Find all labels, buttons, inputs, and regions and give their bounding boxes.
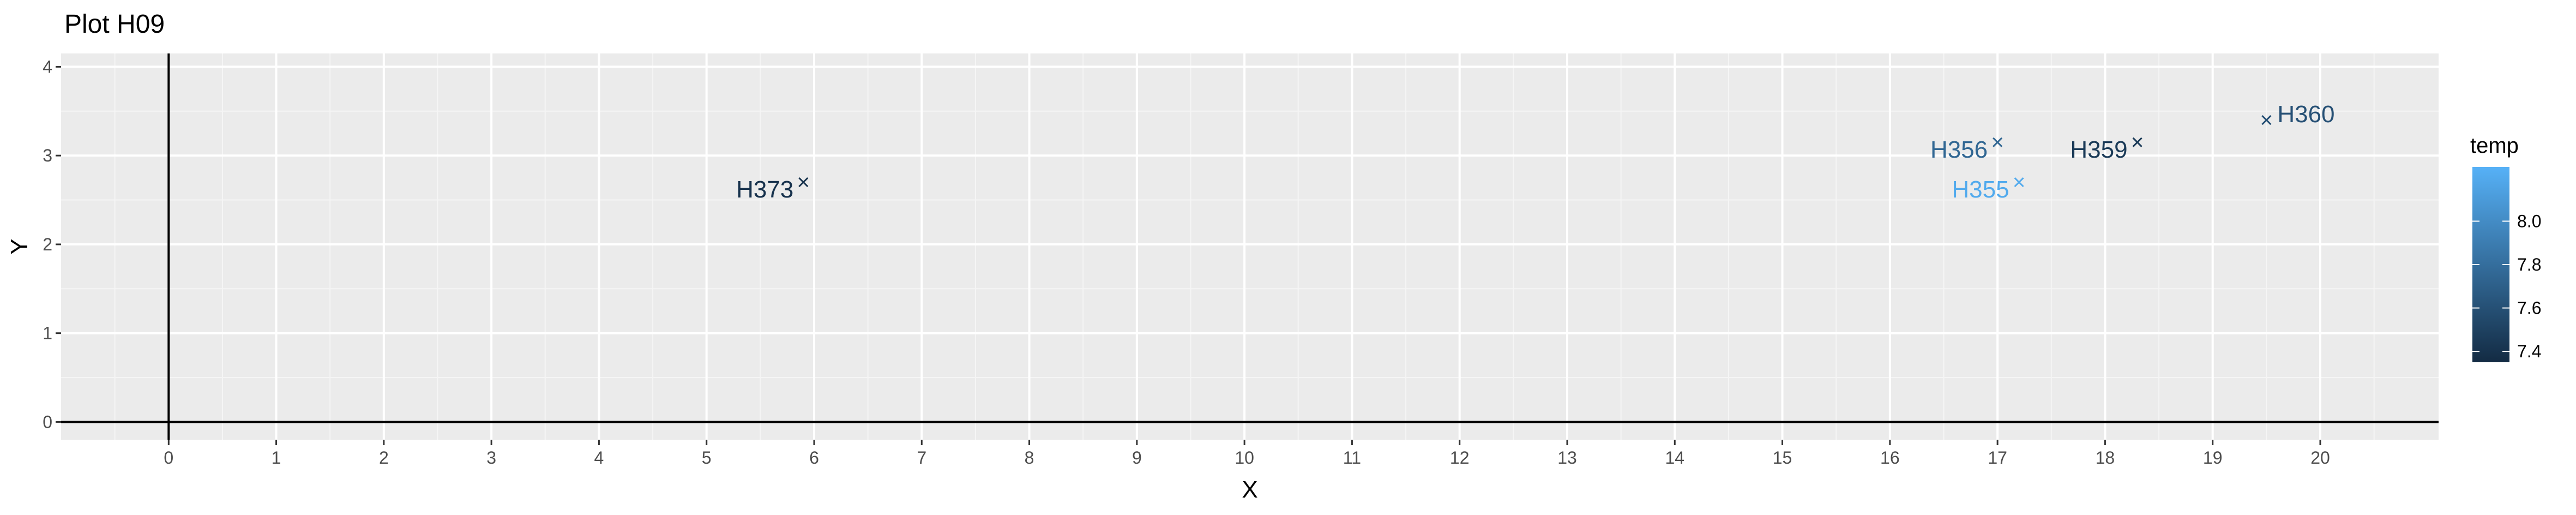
- data-points: H373 H356 H355 H359 H360: [736, 101, 2334, 203]
- legend-title: temp: [2470, 134, 2519, 158]
- x-tick-label: 11: [1343, 448, 1361, 468]
- legend-tick-label: 8.0: [2517, 211, 2541, 231]
- legend: temp 7.4 7.6 7.8 8.0: [2470, 134, 2541, 362]
- y-tick-label: 4: [43, 57, 52, 76]
- plot-panel: [61, 53, 2439, 440]
- point-label-h355: H355: [1952, 176, 2009, 203]
- x-tick-label: 15: [1773, 448, 1792, 468]
- x-tick-label: 16: [1880, 448, 1900, 468]
- x-tick-label: 4: [594, 448, 604, 468]
- point-label-h360: H360: [2277, 101, 2334, 128]
- x-axis: 0 1 2 3 4 5 6 7 8 9 10 11 12 13 14 15 16 17 18 19 20: [164, 440, 2330, 468]
- x-tick-label: 2: [379, 448, 389, 468]
- legend-tick-label: 7.6: [2517, 298, 2541, 318]
- legend-ticks: 7.4 7.6 7.8 8.0: [2472, 211, 2541, 361]
- x-tick-label: 1: [272, 448, 281, 468]
- x-tick-label: 18: [2096, 448, 2115, 468]
- chart-title: Plot H09: [64, 10, 165, 39]
- x-tick-label: 13: [1557, 448, 1577, 468]
- x-tick-label: 19: [2203, 448, 2223, 468]
- x-tick-label: 6: [809, 448, 819, 468]
- grid-minor: [61, 53, 2439, 440]
- y-tick-label: 2: [43, 235, 52, 254]
- point-marker-h356: [1993, 137, 2003, 147]
- point-label-h373: H373: [736, 176, 793, 203]
- point-marker-h359: [2132, 137, 2142, 147]
- y-tick-label: 1: [43, 324, 52, 343]
- y-tick-label: 3: [43, 146, 52, 165]
- y-tick-label: 0: [43, 412, 52, 432]
- y-axis-title: Y: [6, 238, 33, 254]
- y-axis: 0 1 2 3 4: [43, 57, 61, 432]
- x-tick-label: 0: [164, 448, 173, 468]
- legend-tick-label: 7.8: [2517, 255, 2541, 274]
- x-tick-label: 5: [702, 448, 712, 468]
- x-tick-label: 8: [1025, 448, 1034, 468]
- point-marker-h373: [798, 177, 809, 188]
- x-tick-label: 3: [486, 448, 496, 468]
- x-tick-label: 12: [1450, 448, 1470, 468]
- point-marker-h355: [2014, 177, 2024, 188]
- x-tick-label: 17: [1988, 448, 2007, 468]
- point-label-h356: H356: [1930, 136, 1988, 163]
- reference-lines: [61, 53, 2439, 440]
- x-tick-label: 14: [1665, 448, 1684, 468]
- legend-tick-label: 7.4: [2517, 342, 2541, 361]
- x-axis-title: X: [1242, 476, 1257, 503]
- point-label-h359: H359: [2070, 136, 2127, 163]
- point-marker-h360: [2261, 115, 2272, 125]
- x-tick-label: 9: [1132, 448, 1142, 468]
- x-tick-label: 7: [917, 448, 926, 468]
- x-tick-label: 10: [1235, 448, 1254, 468]
- x-tick-label: 20: [2310, 448, 2330, 468]
